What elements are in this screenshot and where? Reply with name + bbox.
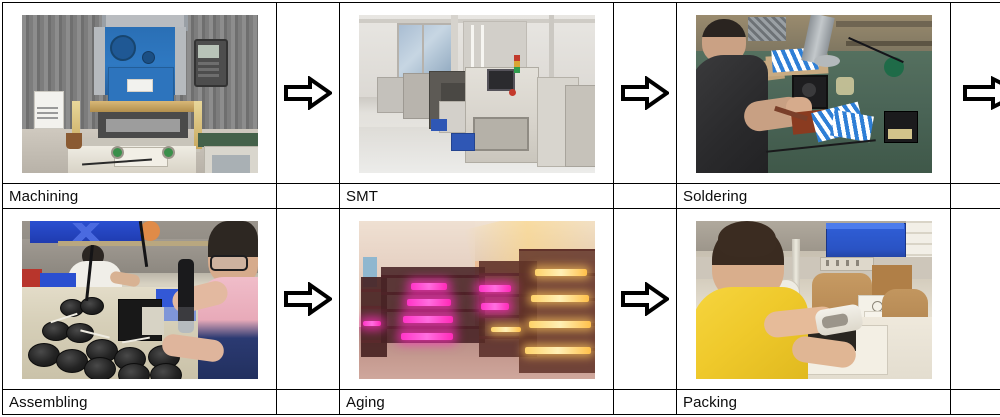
- worker-head: [208, 221, 258, 283]
- panel-display: [198, 45, 219, 58]
- magenta-led-bar: [411, 283, 447, 290]
- press-die: [106, 119, 180, 132]
- outlet-sockets: [826, 260, 866, 266]
- process-row-1-labels: Machining SMT Soldering: [3, 184, 1000, 209]
- photo-smt: [359, 15, 595, 173]
- blank-cell-4: [277, 390, 340, 415]
- two-hand-button-right: [162, 146, 175, 159]
- label-soldering: Soldering: [677, 184, 951, 209]
- red-bin: [22, 269, 42, 289]
- arrow-right-icon: [621, 282, 669, 316]
- aging-rack-right: [519, 249, 595, 373]
- label-machining: Machining: [3, 184, 277, 209]
- lamp-housing: [80, 297, 104, 315]
- fan-hub: [802, 83, 816, 97]
- blank-cell-3: [951, 184, 1000, 209]
- two-hand-button-left: [111, 146, 124, 159]
- arrow-cell-4: [277, 209, 340, 390]
- magenta-led-bar: [401, 333, 453, 340]
- blank-cell-2: [614, 184, 677, 209]
- light-tube-2: [481, 25, 484, 69]
- flux-jar: [836, 77, 854, 95]
- emergency-stop: [509, 89, 516, 96]
- amber-led-bar: [529, 321, 591, 328]
- blue-crate-rim: [826, 223, 904, 229]
- floor-bucket: [66, 133, 82, 149]
- smt-machine-right-2: [565, 85, 595, 167]
- arrow-right-icon: [963, 76, 1000, 110]
- blue-parts-bin-2: [431, 119, 447, 131]
- photo-packing: [696, 221, 932, 379]
- photo-machining: [22, 15, 258, 173]
- amber-led-bar: [525, 347, 591, 354]
- arrow-cell-1: [277, 3, 340, 184]
- label-aging: Aging: [340, 390, 614, 415]
- photo-cell-assembling: [3, 209, 277, 390]
- arrow-cell-3: [951, 3, 1000, 184]
- press-flywheel: [110, 35, 136, 61]
- photo-soldering: [696, 15, 932, 173]
- extractor-hood: [814, 55, 840, 67]
- window-mullion: [422, 23, 424, 75]
- arrow-right-icon: [284, 282, 332, 316]
- process-row-1-photos: [3, 3, 1000, 184]
- lamp-housing: [118, 363, 150, 379]
- fixture-face: [142, 307, 164, 335]
- worker-glasses: [210, 255, 248, 271]
- photo-aging: [359, 221, 595, 379]
- process-row-2-labels: Assembling Aging Packing: [3, 390, 1000, 415]
- blank-cell-1: [277, 184, 340, 209]
- machine-monitor: [487, 69, 515, 91]
- magenta-led-bar: [479, 285, 511, 292]
- arrow-right-icon: [284, 76, 332, 110]
- blank-cell-5: [614, 390, 677, 415]
- wall-document-lines: [37, 105, 58, 119]
- photo-cell-aging: [340, 209, 614, 390]
- blank-cell-6: [951, 390, 1000, 415]
- oven-window: [473, 117, 529, 151]
- photo-cell-machining: [3, 3, 277, 184]
- process-row-2-photos: [3, 209, 1000, 390]
- metal-parts-pile: [748, 17, 786, 41]
- amber-led-bar: [535, 269, 587, 276]
- photo-cell-packing: [677, 209, 951, 390]
- amber-led-bar: [491, 327, 521, 332]
- photo-cell-soldering: [677, 3, 951, 184]
- cleaning-sponge: [888, 129, 912, 139]
- magenta-led-bar: [403, 316, 453, 323]
- cabinet-window: [212, 155, 250, 173]
- electric-screwdriver: [178, 259, 194, 333]
- amber-led-bar: [531, 295, 589, 302]
- magenta-led-bar: [481, 303, 509, 310]
- green-worktable: [198, 133, 258, 147]
- label-smt: SMT: [340, 184, 614, 209]
- lamp-housing: [56, 349, 88, 373]
- magenta-led-bar: [407, 299, 451, 306]
- magenta-led-bar: [363, 321, 381, 326]
- arrow-cell-2: [614, 3, 677, 184]
- arrow-right-icon: [621, 76, 669, 110]
- panel-keypad: [198, 61, 219, 77]
- press-beam: [90, 101, 194, 112]
- photo-cell-smt: [340, 3, 614, 184]
- andon-tower-light: [514, 55, 520, 73]
- blue-parts-bin: [451, 133, 475, 151]
- press-label: [127, 79, 153, 92]
- light-tube-1: [471, 25, 474, 69]
- lamp-housing: [84, 357, 116, 379]
- back-shelf-1: [836, 21, 932, 27]
- arrow-cell-5: [614, 209, 677, 390]
- press-gauge: [142, 51, 155, 64]
- label-assembling: Assembling: [3, 390, 277, 415]
- bin-cross-pattern: [38, 223, 134, 241]
- lamp-housing: [150, 363, 182, 379]
- label-packing: Packing: [677, 390, 951, 415]
- photo-assembling: [22, 221, 258, 379]
- lamp-housing: [28, 343, 60, 367]
- worker-hair: [718, 221, 776, 257]
